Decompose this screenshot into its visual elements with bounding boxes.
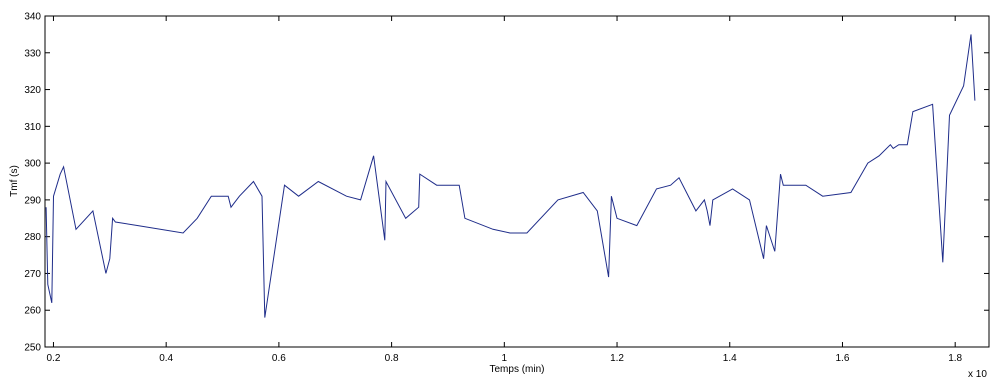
x-axis-label: Temps (min) <box>489 364 544 375</box>
x-tick-label: 1.8 <box>948 353 962 364</box>
x-tick-label: 1.6 <box>836 353 850 364</box>
y-tick-label: 300 <box>24 159 41 170</box>
x-tick-label: 1.2 <box>610 353 624 364</box>
x-tick-label: 0.8 <box>385 353 399 364</box>
series-line <box>45 34 976 318</box>
y-tick-label: 340 <box>24 12 41 23</box>
y-axis-label: Tmf (s) <box>9 165 20 197</box>
y-tick-label: 280 <box>24 232 41 243</box>
x-tick-label: 1 <box>502 353 508 364</box>
plot-frame <box>44 15 990 348</box>
x-exponent-label: x 10 <box>968 369 987 379</box>
x-tick-label: 1.4 <box>723 353 737 364</box>
y-tick-label: 260 <box>24 306 41 317</box>
y-tick-label: 290 <box>24 195 41 206</box>
y-tick-label: 320 <box>24 85 41 96</box>
x-tick-label: 0.4 <box>159 353 173 364</box>
y-tick-label: 330 <box>24 48 41 59</box>
x-tick-label: 0.6 <box>272 353 286 364</box>
y-tick-label: 310 <box>24 122 41 133</box>
x-tick-label: 0.2 <box>47 353 61 364</box>
y-tick-label: 250 <box>24 343 41 354</box>
y-tick-label: 270 <box>24 269 41 280</box>
plot-background <box>45 16 989 347</box>
